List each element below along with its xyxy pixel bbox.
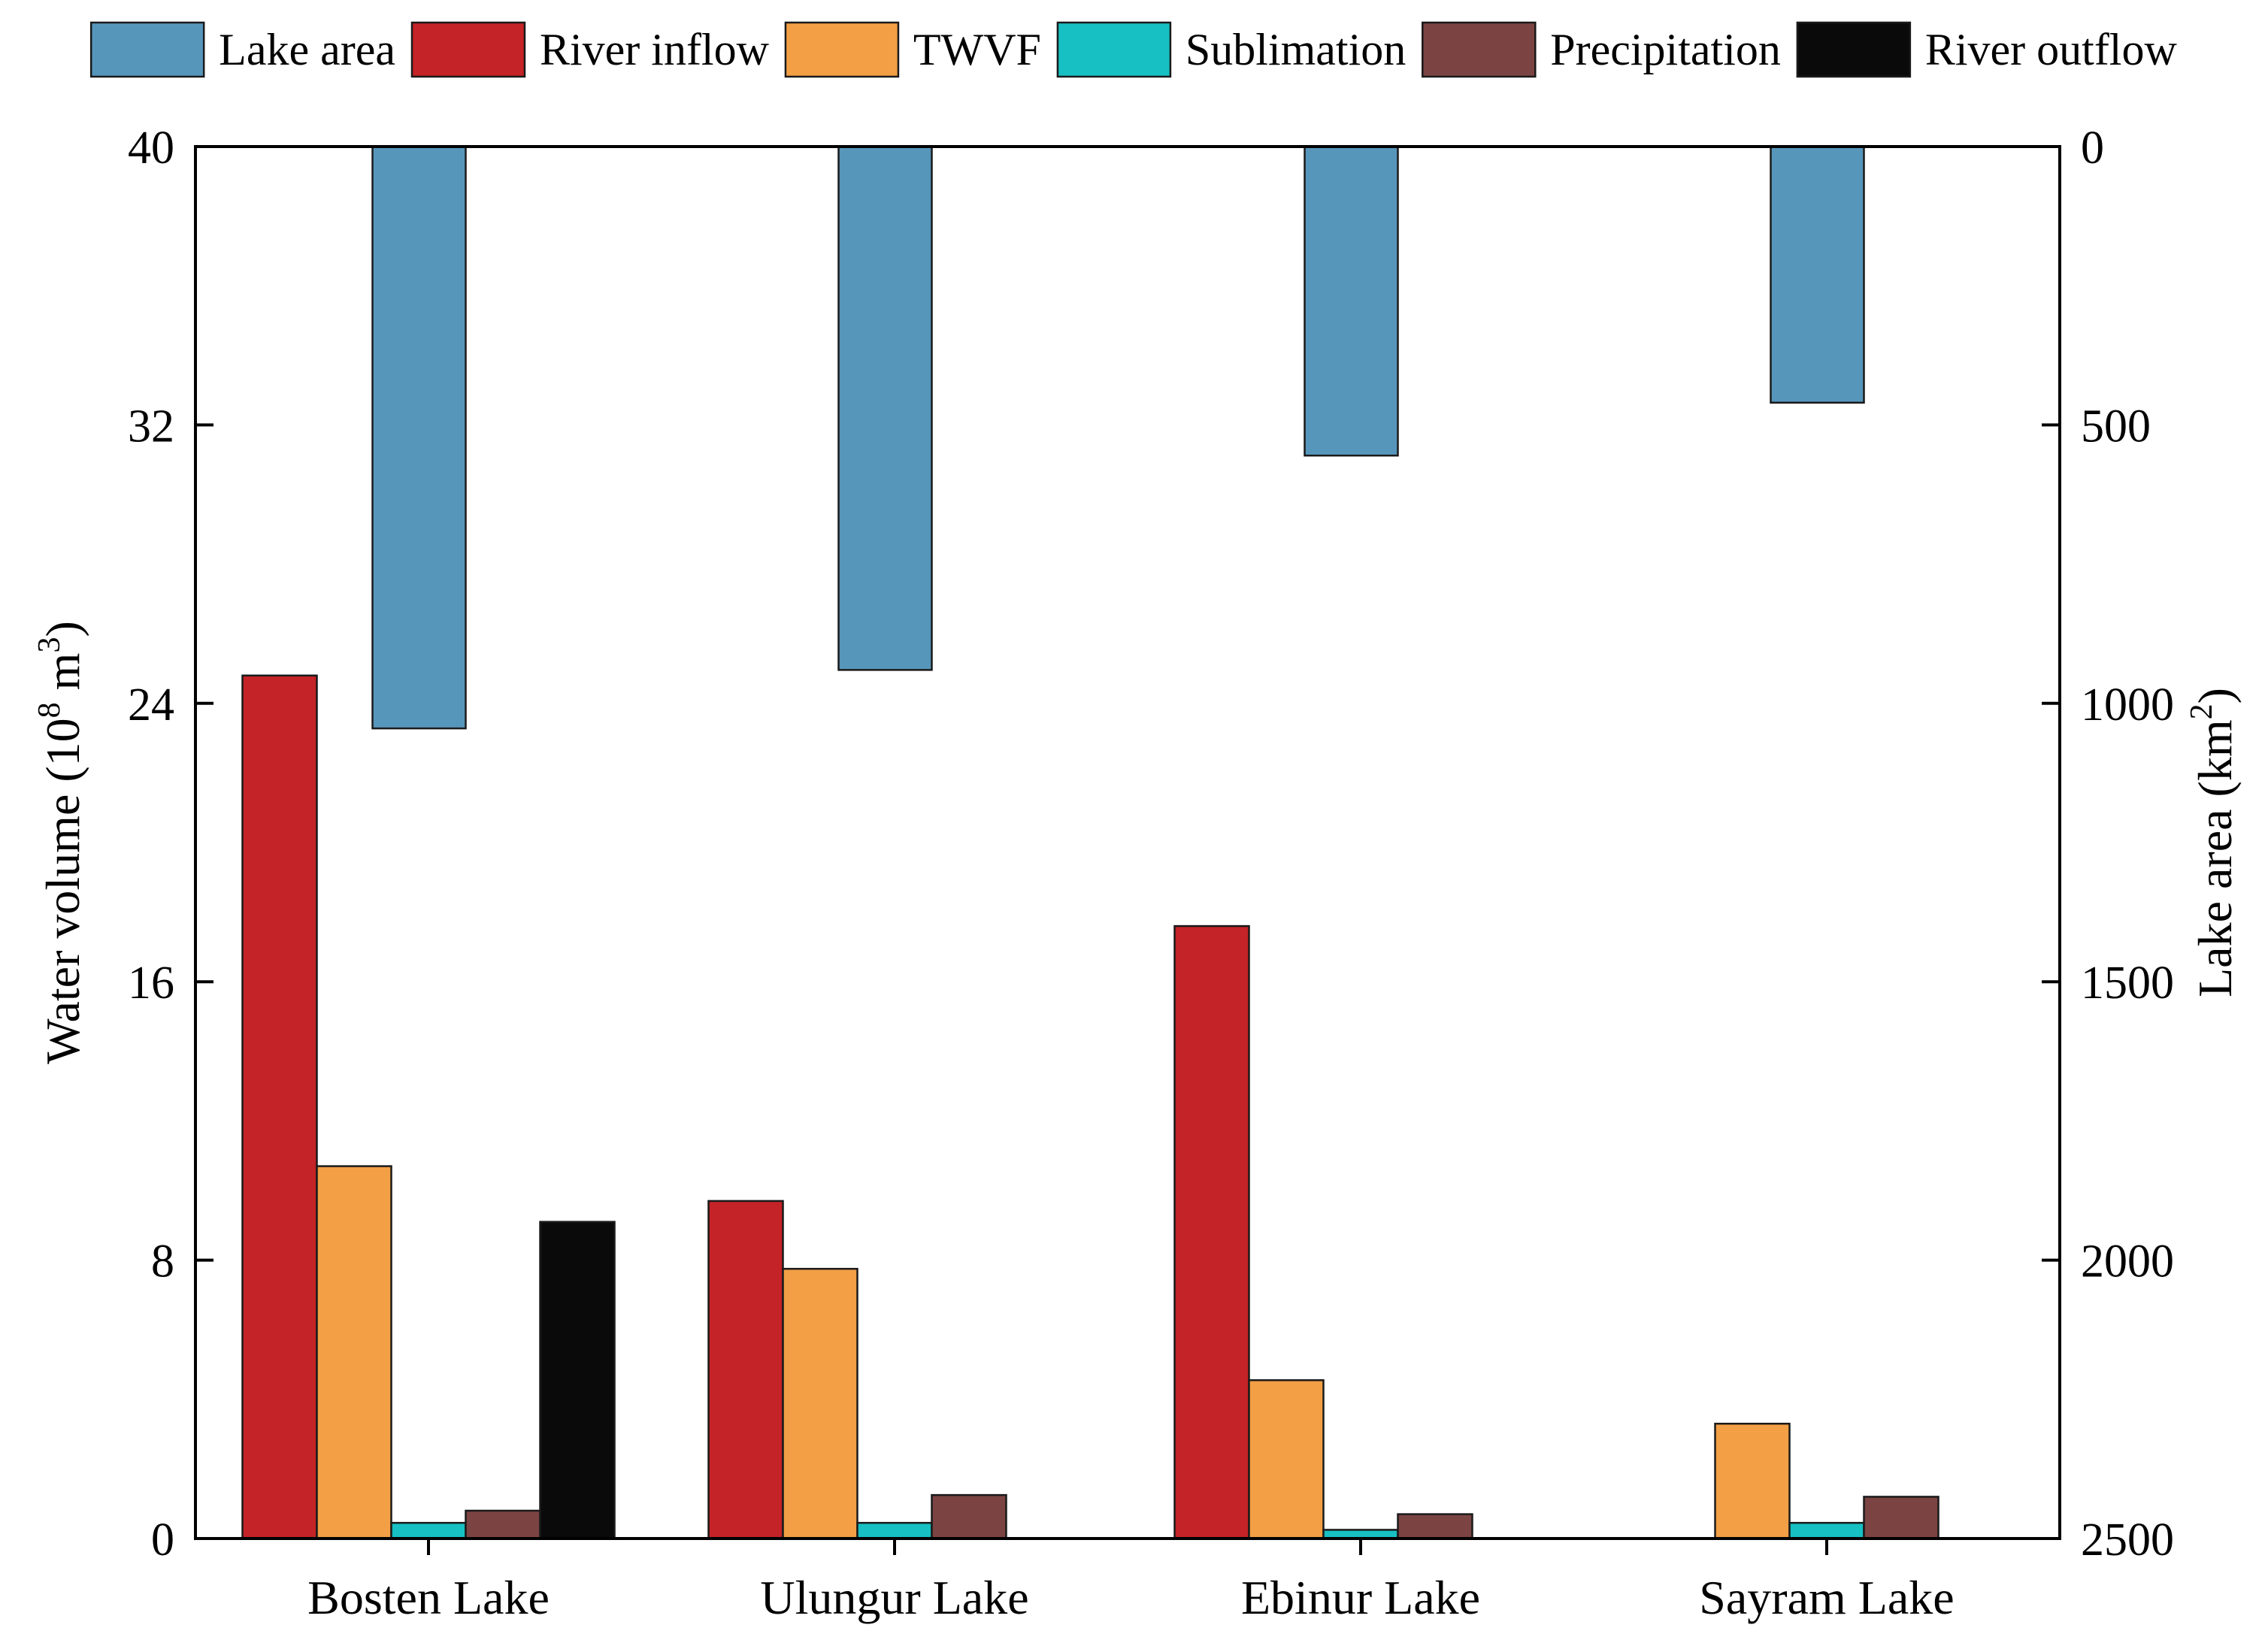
category-label-bosten-lake: Bosten Lake <box>307 1571 550 1624</box>
legend-label-twvf: TWVF <box>913 25 1041 74</box>
bar-twvf-ulungur-lake <box>782 1267 858 1540</box>
bar-sublimation-sayram-lake <box>1788 1521 1865 1540</box>
category-ticks: Bosten Lake Ulungur Lake Ebinur Lake Sayram… <box>307 1539 1955 1624</box>
bar-precipitation-ulungur-lake <box>931 1493 1007 1540</box>
legend-swatch-river-inflow <box>410 21 526 78</box>
bar-river-inflow-bosten-lake <box>241 674 318 1540</box>
bar-lake-area-ulungur-lake <box>837 145 933 671</box>
bar-sublimation-ulungur-lake <box>856 1521 933 1540</box>
legend-label-sublimation: Sublimation <box>1185 25 1406 74</box>
bar-river-inflow-ebinur-lake <box>1173 924 1250 1540</box>
left-tick-label: 16 <box>128 958 174 1009</box>
right-tick-label: 1000 <box>2081 679 2174 731</box>
legend-swatch-lake-area <box>89 21 205 78</box>
right-axis-bars <box>371 145 1865 730</box>
bar-precipitation-bosten-lake <box>465 1509 541 1540</box>
left-tick-label: 0 <box>151 1514 174 1566</box>
right-axis-label: Lake area (km2) <box>2185 688 2242 997</box>
bar-twvf-sayram-lake <box>1714 1422 1791 1540</box>
bar-precipitation-ebinur-lake <box>1397 1513 1473 1540</box>
left-tick-label: 32 <box>128 401 174 452</box>
legend: Lake area River inflow TWVF Sublimation Prec… <box>89 21 2178 78</box>
bar-twvf-ebinur-lake <box>1248 1379 1325 1540</box>
right-tick-label: 0 <box>2081 123 2104 174</box>
left-tick-label: 24 <box>128 679 174 731</box>
right-axis-ticks: 0 500 1000 1500 2000 2500 <box>2042 123 2174 1566</box>
left-tick-label: 8 <box>151 1236 174 1287</box>
category-label-sayram-lake: Sayram Lake <box>1699 1571 1954 1624</box>
bar-river-outflow-bosten-lake <box>539 1221 616 1540</box>
legend-swatch-precipitation <box>1422 21 1537 78</box>
bar-river-inflow-ulungur-lake <box>707 1200 784 1540</box>
left-tick-label: 40 <box>128 123 174 174</box>
right-tick-label: 1500 <box>2081 958 2174 1009</box>
left-axis-bars <box>241 674 1939 1540</box>
bar-lake-area-bosten-lake <box>371 145 467 730</box>
bar-lake-area-sayram-lake <box>1770 145 1865 404</box>
legend-label-precipitation: Precipitation <box>1550 25 1781 74</box>
bar-lake-area-ebinur-lake <box>1304 145 1399 457</box>
right-tick-label: 500 <box>2081 401 2151 452</box>
category-label-ulungur-lake: Ulungur Lake <box>760 1571 1028 1624</box>
legend-label-river-outflow: River outflow <box>1925 25 2178 74</box>
left-axis-label: Water volume (108 m3) <box>32 621 89 1064</box>
legend-label-river-inflow: River inflow <box>540 25 770 74</box>
bar-sublimation-bosten-lake <box>390 1521 467 1540</box>
bar-twvf-bosten-lake <box>316 1165 392 1540</box>
legend-swatch-twvf <box>784 21 900 78</box>
bar-precipitation-sayram-lake <box>1863 1496 1939 1540</box>
legend-label-lake-area: Lake area <box>219 25 395 74</box>
legend-swatch-river-outflow <box>1796 21 1912 78</box>
right-tick-label: 2000 <box>2081 1236 2174 1287</box>
right-tick-label: 2500 <box>2081 1514 2174 1566</box>
left-axis-ticks: 0 8 16 24 32 40 <box>128 123 213 1566</box>
legend-swatch-sublimation <box>1056 21 1172 78</box>
plot-frame <box>194 145 2061 1540</box>
category-label-ebinur-lake: Ebinur Lake <box>1241 1571 1480 1624</box>
